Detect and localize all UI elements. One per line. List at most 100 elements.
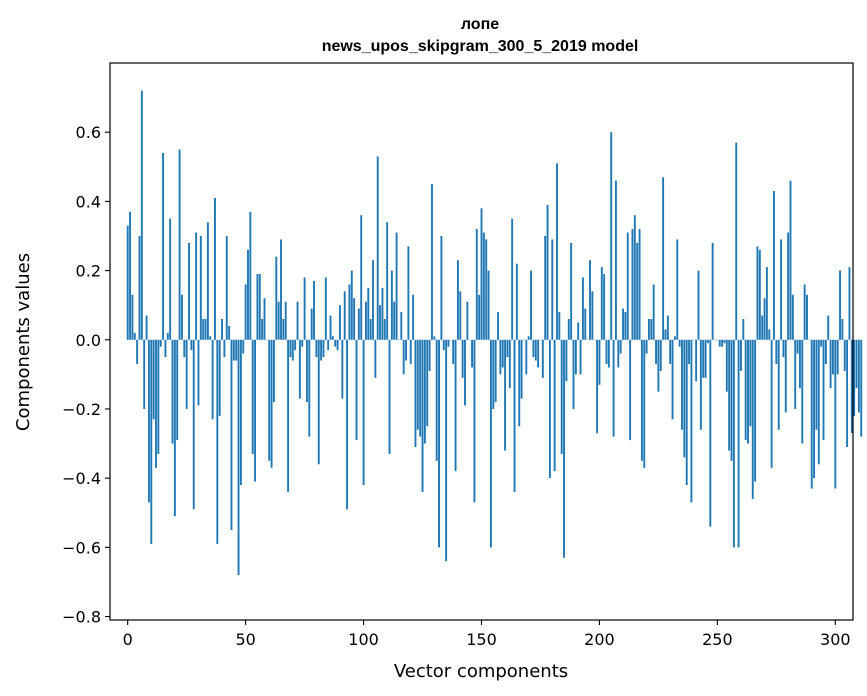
- bar: [162, 152, 165, 340]
- bar: [678, 339, 681, 347]
- bar: [515, 263, 518, 340]
- bar: [395, 232, 398, 340]
- bar: [202, 319, 205, 340]
- bar: [126, 225, 129, 340]
- bar: [188, 242, 190, 340]
- bar: [383, 319, 386, 340]
- bar: [636, 242, 639, 340]
- bar: [629, 339, 632, 441]
- bar: [131, 294, 134, 340]
- bar: [199, 235, 202, 340]
- bar: [794, 339, 797, 409]
- bar: [655, 339, 657, 364]
- bar: [251, 339, 254, 454]
- bar: [277, 301, 280, 340]
- bar: [695, 339, 698, 382]
- bar: [454, 339, 457, 472]
- bar: [405, 339, 407, 361]
- x-tick-label: 100: [348, 630, 379, 649]
- bar: [355, 339, 358, 441]
- y-tick-label: 0.6: [76, 123, 101, 142]
- bar: [301, 339, 304, 347]
- bar: [386, 222, 389, 340]
- bar: [334, 339, 337, 347]
- bar: [426, 339, 429, 427]
- bar: [673, 336, 676, 340]
- bar: [709, 339, 712, 527]
- bar: [645, 339, 648, 354]
- bar: [782, 339, 785, 358]
- bar: [487, 270, 490, 340]
- bar: [824, 339, 827, 364]
- bar: [155, 339, 157, 468]
- bar: [681, 339, 683, 430]
- bar: [298, 339, 301, 399]
- bar: [291, 339, 294, 361]
- bar: [633, 215, 636, 340]
- bar: [239, 339, 242, 486]
- bar: [489, 339, 492, 548]
- bar: [643, 339, 646, 468]
- bar: [190, 339, 193, 351]
- bar: [702, 339, 705, 378]
- bar: [178, 149, 181, 340]
- bar: [815, 339, 818, 430]
- bar: [336, 339, 339, 351]
- bar: [718, 339, 721, 347]
- bar: [452, 339, 455, 364]
- bar: [605, 339, 608, 364]
- bar: [173, 339, 176, 517]
- bar: [520, 339, 523, 399]
- bar: [129, 211, 131, 340]
- bar: [280, 239, 282, 340]
- bar: [728, 339, 731, 451]
- bar: [754, 339, 757, 482]
- bar: [133, 332, 136, 340]
- bar: [364, 301, 367, 340]
- bar: [138, 235, 141, 340]
- bar: [747, 339, 749, 444]
- bar: [615, 180, 617, 340]
- bar: [735, 142, 738, 340]
- bar: [242, 339, 245, 354]
- bar: [216, 339, 219, 544]
- bar: [379, 305, 382, 340]
- bar: [136, 339, 139, 364]
- bar: [494, 339, 497, 403]
- bar: [787, 232, 790, 340]
- bar: [485, 239, 488, 340]
- bar: [362, 339, 365, 486]
- bar: [567, 319, 570, 340]
- bar: [433, 336, 436, 340]
- bar: [492, 339, 495, 409]
- bar: [850, 339, 853, 434]
- bar: [530, 270, 532, 340]
- bar: [497, 312, 499, 340]
- bar: [829, 339, 832, 389]
- bar: [402, 339, 405, 375]
- bar: [730, 339, 733, 461]
- bar: [327, 339, 330, 351]
- bar: [183, 339, 186, 358]
- bar: [416, 339, 419, 430]
- bar: [832, 339, 834, 375]
- bar: [440, 235, 443, 340]
- x-axis-ticks: 0 50 100 150 200 250 300: [123, 620, 851, 649]
- bar: [480, 208, 483, 340]
- y-tick-label: −0.4: [62, 469, 101, 488]
- bar: [261, 319, 264, 340]
- y-tick-label: −0.8: [62, 608, 101, 627]
- bar: [232, 339, 235, 361]
- bar: [801, 339, 804, 444]
- bar: [235, 339, 238, 361]
- plot-frame: [109, 62, 854, 621]
- bar: [284, 301, 287, 340]
- bar: [843, 339, 846, 371]
- bar: [732, 339, 735, 548]
- bar: [221, 319, 223, 340]
- bar: [657, 339, 660, 392]
- bar: [706, 339, 709, 344]
- bar: [272, 339, 275, 403]
- bar: [780, 239, 783, 340]
